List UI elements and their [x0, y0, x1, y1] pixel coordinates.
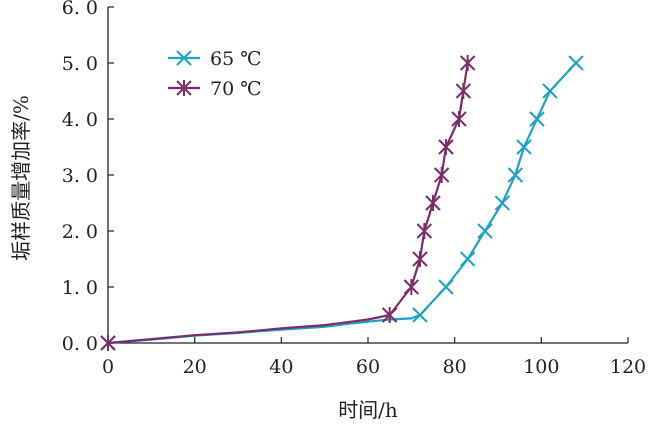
y-tick-label: 0. 0 — [62, 333, 98, 355]
x-tick-label: 120 — [610, 356, 646, 378]
legend-marker-1 — [176, 50, 192, 66]
marker-stroke — [412, 307, 428, 323]
x-axis-title: 时间/h — [338, 398, 398, 422]
data-point-series-2 — [433, 167, 450, 183]
data-point-series-2 — [455, 83, 472, 99]
data-point-series-2 — [100, 335, 116, 351]
marker-stroke — [568, 55, 584, 71]
data-point-series-1 — [459, 251, 476, 267]
legend-label-1: 65 ℃ — [210, 48, 261, 70]
data-point-series-2 — [403, 279, 420, 295]
data-point-series-1 — [507, 167, 524, 183]
x-tick-label: 40 — [269, 356, 293, 378]
marker-stroke — [176, 50, 192, 66]
data-point-series-1 — [529, 111, 545, 127]
marker-stroke — [542, 83, 558, 99]
x-tick-label: 20 — [183, 356, 207, 378]
data-point-series-2 — [438, 139, 454, 155]
y-tick-label: 4. 0 — [62, 109, 98, 131]
series-line-1 — [107, 62, 577, 345]
y-tick-label: 3. 0 — [62, 165, 98, 187]
data-point-series-1 — [494, 195, 511, 211]
x-tick-label: 80 — [443, 356, 467, 378]
series-line-2 — [107, 62, 469, 345]
y-tick-label: 1. 0 — [62, 277, 98, 299]
data-point-series-2 — [381, 307, 398, 323]
data-point-series-1 — [568, 55, 584, 71]
y-axis-title: 垢样质量增加率/% — [9, 95, 33, 261]
marker-stroke — [459, 251, 476, 267]
x-tick-label: 60 — [356, 356, 380, 378]
marker-stroke — [529, 111, 545, 127]
data-point-series-2 — [451, 111, 467, 127]
legend-label-2: 70 ℃ — [210, 78, 261, 100]
marker-stroke — [438, 279, 454, 295]
legend: 65 ℃ 70 ℃ — [168, 48, 261, 100]
legend-marker-2 — [176, 80, 192, 96]
x-tick-label: 0 — [102, 356, 114, 378]
data-point-series-1 — [542, 83, 558, 99]
data-point-series-1 — [438, 279, 454, 295]
y-tick-label: 6. 0 — [62, 0, 98, 19]
data-point-series-2 — [425, 195, 441, 211]
marker-stroke — [516, 139, 532, 155]
data-point-series-2 — [459, 55, 476, 71]
y-tick-label: 2. 0 — [62, 221, 98, 243]
axes: 0 20 40 60 80 100 120 0. 0 1. 0 2. 0 3. 0 4. 0 5. 0 6… — [62, 0, 646, 378]
y-tick-label: 5. 0 — [62, 53, 98, 75]
marker-stroke — [477, 223, 493, 239]
series-lines — [107, 62, 577, 345]
data-point-series-1 — [477, 223, 493, 239]
data-point-series-2 — [412, 251, 428, 267]
marker-stroke — [507, 167, 524, 183]
series-markers — [100, 55, 584, 351]
x-tick-label: 100 — [523, 356, 559, 378]
data-point-series-1 — [516, 139, 532, 155]
data-point-series-2 — [416, 223, 433, 239]
data-point-series-1 — [412, 307, 428, 323]
marker-stroke — [494, 195, 511, 211]
